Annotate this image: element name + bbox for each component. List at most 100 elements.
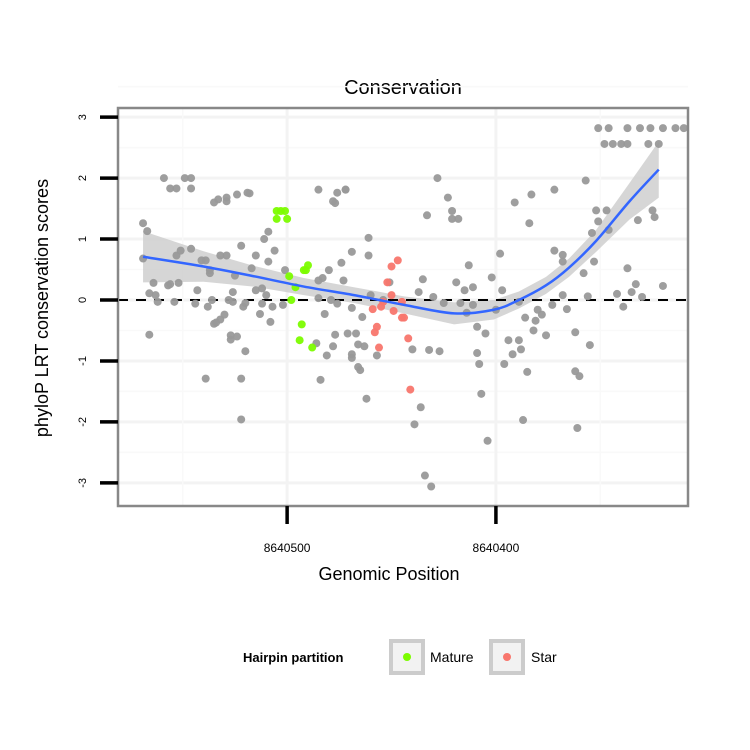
y-tick-label: 2 [77, 175, 89, 181]
data-point-other [427, 482, 436, 491]
data-point-other [573, 423, 582, 432]
data-point-other [347, 303, 356, 312]
data-point-other [331, 330, 340, 339]
data-point-other [207, 295, 216, 304]
data-point-other [581, 176, 590, 185]
data-point-other [245, 189, 254, 198]
data-point-star [389, 306, 398, 315]
y-tick-label: -3 [77, 478, 89, 488]
data-point-other [558, 291, 567, 300]
data-point-star [377, 302, 386, 311]
data-point-other [416, 403, 425, 412]
data-point-other [435, 347, 444, 356]
data-point-other [191, 299, 200, 308]
data-point-mature [297, 320, 306, 329]
data-point-mature [295, 336, 304, 345]
legend-title: Hairpin partition [243, 650, 343, 665]
data-point-other [322, 351, 331, 360]
data-point-other [347, 353, 356, 362]
data-point-other [638, 292, 647, 301]
data-point-star [387, 291, 396, 300]
data-point-star [404, 334, 413, 343]
data-point-other [420, 471, 429, 480]
data-point-other [187, 184, 196, 193]
data-point-other [475, 359, 484, 368]
data-point-other [364, 251, 373, 260]
data-point-other [527, 190, 536, 199]
data-point-other [226, 331, 235, 340]
data-point-other [487, 273, 496, 282]
data-point-other [483, 436, 492, 445]
data-point-other [247, 264, 256, 273]
data-point-other [418, 275, 427, 284]
data-point-other [623, 124, 632, 133]
data-point-other [237, 374, 246, 383]
data-point-other [241, 299, 250, 308]
data-point-other [617, 139, 626, 148]
data-point-other [460, 286, 469, 295]
data-point-other [166, 184, 175, 193]
data-point-other [537, 310, 546, 319]
data-point-other [237, 241, 246, 250]
data-point-star [374, 343, 383, 352]
data-point-other [362, 394, 371, 403]
data-point-other [558, 250, 567, 259]
data-point-other [481, 329, 490, 338]
data-point-other [216, 251, 225, 260]
data-point-other [548, 300, 557, 309]
data-point-mature [272, 214, 281, 223]
data-point-other [145, 289, 154, 298]
data-point-other [571, 328, 580, 337]
data-point-other [372, 351, 381, 360]
data-point-other [448, 214, 457, 223]
data-point-other [258, 299, 267, 308]
data-point-other [414, 288, 423, 297]
data-point-other [525, 219, 534, 228]
legend-label-star: Star [531, 649, 557, 665]
data-point-other [429, 292, 438, 301]
data-point-other [575, 372, 584, 381]
y-tick-label: -2 [77, 417, 89, 427]
data-point-other [174, 278, 183, 287]
data-point-other [604, 124, 613, 133]
data-point-mature [272, 207, 281, 216]
data-point-mature [285, 272, 294, 281]
data-point-other [496, 249, 505, 258]
data-point-other [333, 299, 342, 308]
data-point-other [233, 332, 242, 341]
data-point-other [633, 216, 642, 225]
data-point-other [343, 329, 352, 338]
data-point-other [193, 286, 202, 295]
data-point-star [383, 278, 392, 287]
data-point-other [281, 266, 290, 275]
data-point-other [468, 283, 477, 292]
data-point-other [314, 185, 323, 194]
data-point-other [331, 199, 340, 208]
data-point-other [205, 269, 214, 278]
data-point-other [339, 276, 348, 285]
data-point-other [255, 310, 264, 319]
data-point-other [145, 330, 154, 339]
data-point-other [514, 336, 523, 345]
data-point-other [587, 228, 596, 237]
data-point-other [329, 342, 338, 351]
data-point-other [602, 206, 611, 215]
data-point-other [180, 174, 189, 183]
data-point-other [222, 251, 231, 260]
data-point-other [443, 193, 452, 202]
data-point-other [341, 185, 350, 194]
data-point-other [278, 300, 287, 309]
data-point-other [654, 139, 663, 148]
data-point-other [258, 284, 267, 293]
data-point-other [203, 302, 212, 311]
data-point-other [170, 297, 179, 306]
data-point-other [529, 326, 538, 335]
chart-title: Conservation [344, 77, 462, 99]
y-axis-label: phyloP LRT conservation scores [32, 179, 52, 437]
data-point-other [356, 366, 365, 375]
data-point-other [262, 291, 271, 300]
y-tick-label: 1 [77, 236, 89, 242]
data-point-mature [287, 295, 296, 304]
data-point-other [241, 347, 250, 356]
data-point-other [151, 291, 160, 300]
